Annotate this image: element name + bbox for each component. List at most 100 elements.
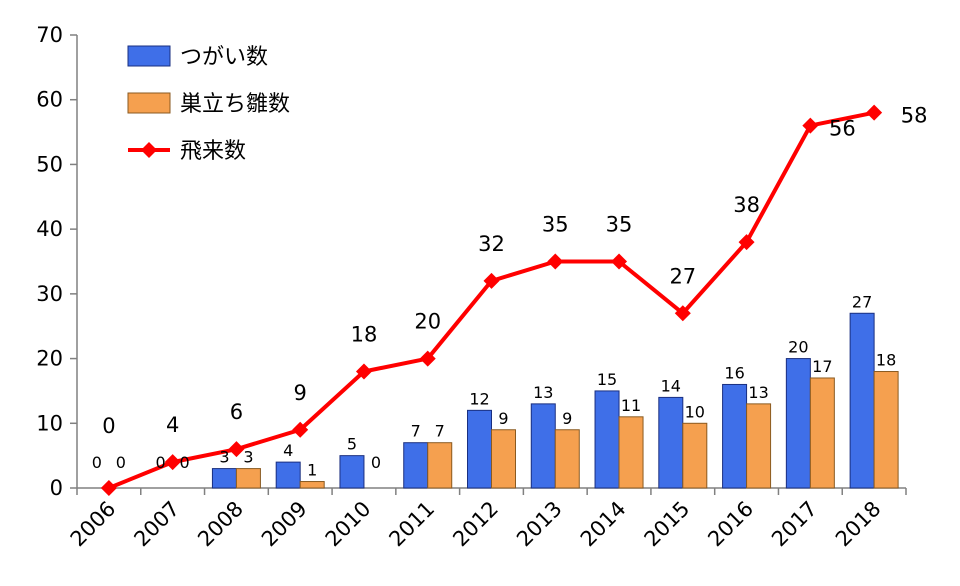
bar-fledged [554,429,580,489]
bar-pairs [658,396,684,489]
y-tick-label: 40 [36,217,63,241]
y-tick-label: 50 [36,152,63,176]
line-label-arrivals: 6 [230,400,243,424]
bar-label-pairs: 20 [788,338,808,357]
bar-fledged [873,371,899,489]
line-label-arrivals: 32 [478,232,505,256]
bar-label-fledged: 0 [116,453,126,472]
x-tick-label: 2013 [512,497,567,552]
bar-fledged [809,377,835,489]
bar-label-pairs: 5 [347,435,357,454]
bar-fledged [746,403,772,489]
bar-pairs [785,358,811,489]
line-marker [419,350,436,367]
line-marker [228,441,245,458]
bar-label-pairs: 16 [724,363,744,382]
bar-pairs [722,383,748,489]
bar-label-pairs: 27 [852,292,872,311]
bar-pairs [339,455,365,489]
line-label-arrivals: 9 [294,381,307,405]
line-marker [100,480,117,496]
bar-fledged [235,468,261,489]
x-tick-label: 2010 [321,497,376,552]
legend-label-arrivals: 飛来数 [180,139,246,164]
y-tick-label: 30 [36,282,63,306]
bar-label-fledged: 17 [812,357,832,376]
x-tick-label: 2015 [640,497,695,552]
line-marker [483,272,500,289]
bar-label-fledged: 10 [685,402,705,421]
y-tick-label: 60 [36,88,63,112]
bar-label-fledged: 7 [435,422,445,441]
bar-fledged [682,422,708,489]
line-marker [164,454,181,471]
x-tick-label: 2007 [129,497,184,552]
bar-pairs [849,312,875,489]
bar-label-pairs: 15 [597,370,617,389]
bar-pairs [211,468,237,489]
bar-label-fledged: 3 [243,448,253,467]
legend-swatch-fledged [127,92,171,114]
y-tick-label: 10 [36,411,63,435]
bar-label-pairs: 14 [661,376,681,395]
bar-pairs [530,403,556,489]
bar-label-pairs: 0 [92,453,102,472]
bar-label-pairs: 0 [156,453,166,472]
bar-fledged [618,416,644,489]
x-tick-label: 2006 [66,497,121,552]
line-marker [866,104,883,121]
line-label-arrivals: 35 [542,213,569,237]
line-marker [547,253,564,270]
x-tick-label: 2008 [193,497,248,552]
y-tick-label: 20 [36,347,63,371]
line-label-arrivals: 4 [166,413,179,437]
bar-pairs [403,442,429,489]
bar-label-fledged: 9 [498,409,508,428]
line-label-arrivals: 58 [901,104,928,128]
bar-label-pairs: 12 [469,389,489,408]
legend-label-fledged: 巣立ち雛数 [180,92,290,117]
bar-label-pairs: 13 [533,383,553,402]
line-marker [292,421,309,438]
x-tick-label: 2009 [257,497,312,552]
line-marker [355,363,372,380]
line-label-arrivals: 20 [414,310,441,334]
bar-fledged [491,429,516,489]
line-marker [674,305,691,322]
bar-pairs [275,461,301,489]
bar-label-fledged: 9 [562,409,572,428]
line-label-arrivals: 38 [733,193,760,217]
bar-label-fledged: 0 [371,453,381,472]
x-tick-label: 2018 [831,497,886,552]
line-label-arrivals: 35 [606,213,633,237]
bar-label-fledged: 1 [307,461,317,480]
x-tick-label: 2016 [703,497,758,552]
x-tick-label: 2017 [767,497,822,552]
line-marker [802,117,819,134]
legend-swatch-pairs [127,45,171,67]
bar-label-fledged: 0 [180,453,190,472]
y-tick-label: 70 [36,23,63,47]
line-series [100,104,883,496]
bar-label-pairs: 7 [411,422,421,441]
x-tick-label: 2012 [448,497,503,552]
bar-fledged [427,442,453,489]
bar-label-fledged: 18 [876,351,896,370]
bar-fledged [299,481,325,489]
line-label-arrivals: 18 [351,323,378,347]
line-marker [738,234,755,251]
x-tick-label: 2014 [576,497,631,552]
bars [211,312,899,489]
y-tick-label: 0 [50,476,63,500]
legend-label-pairs: つがい数 [180,45,268,70]
line-label-arrivals: 56 [829,117,856,141]
legend-marker-arrivals [141,142,157,158]
line-marker [611,253,628,270]
bar-pairs [594,390,620,489]
bar-label-fledged: 11 [621,396,641,415]
bar-label-pairs: 3 [219,448,229,467]
line-label-arrivals: 0 [102,414,115,438]
